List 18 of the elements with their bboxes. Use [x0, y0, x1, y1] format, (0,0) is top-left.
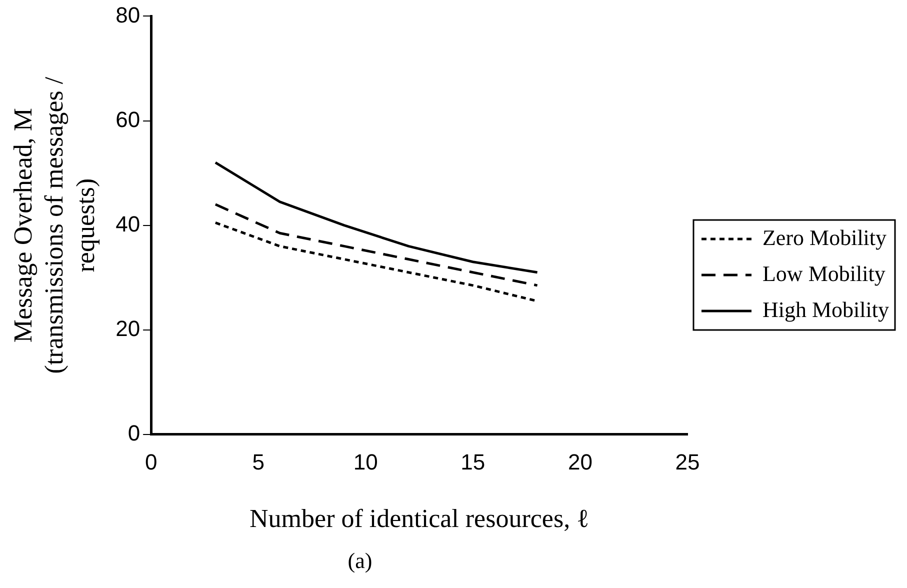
x-tick-label: 0: [144, 450, 158, 475]
legend-label: High Mobility: [762, 296, 890, 322]
y-tick-label: 20: [116, 316, 140, 341]
y-tick-label: 0: [128, 420, 140, 446]
text: (a): [346, 548, 374, 574]
x-tick-label: 20: [568, 450, 592, 475]
y-tick-label: 60: [116, 106, 140, 132]
y-axis-title: Message Overhead, M (transmissions of messages / requests): [8, 76, 100, 374]
x-tick-label: 10: [353, 450, 378, 475]
legend-label: Low Mobility: [762, 260, 886, 286]
y-tick-label: 40: [116, 211, 140, 236]
x-tick-label: 25: [675, 450, 700, 475]
line-series: [214, 203, 539, 287]
legend-label: Zero Mobility: [762, 224, 887, 250]
x-tick-label: 15: [460, 450, 486, 475]
x-axis-title: Number of identical resources, ℓ: [250, 504, 590, 534]
x-tick-label: 5: [252, 450, 264, 475]
y-tick-label: 80: [116, 2, 140, 28]
